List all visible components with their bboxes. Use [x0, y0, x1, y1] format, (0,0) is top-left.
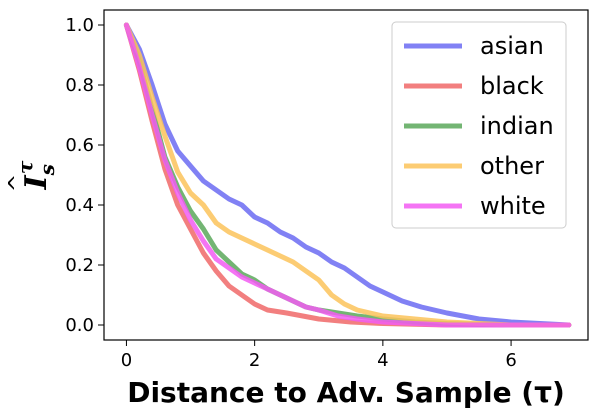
x-axis: 0 2 4 6 — [121, 340, 517, 371]
y-tick-label: 0.2 — [65, 255, 94, 276]
y-label-hat: ^ — [5, 174, 30, 192]
plot-frame — [103, 9, 589, 341]
y-tick-label: 0.6 — [65, 135, 94, 156]
y-tick-label: 0.0 — [65, 315, 94, 336]
series-line-white — [123, 22, 572, 328]
y-tick-label: 1.0 — [65, 15, 94, 36]
svg-text:Isτ: Isτ — [13, 160, 59, 190]
legend-label-other: other — [480, 152, 544, 180]
x-tick-label: 0 — [121, 350, 132, 371]
x-tick-label: 4 — [377, 350, 388, 371]
x-tick-label: 6 — [505, 350, 516, 371]
legend-label-black: black — [480, 72, 544, 100]
series-line-asian — [123, 22, 572, 328]
y-axis: 0.0 0.2 0.4 0.6 0.8 1.0 — [65, 15, 104, 336]
y-tick-label: 0.4 — [65, 195, 94, 216]
legend-box — [391, 21, 567, 229]
y-tick-label: 0.8 — [65, 75, 94, 96]
legend-label-white: white — [480, 192, 546, 220]
plot-lines — [123, 22, 572, 328]
legend-label-indian: indian — [480, 112, 554, 140]
x-axis-label: Distance to Adv. Sample (τ) — [127, 376, 565, 409]
y-axis-label: Isτ ^ — [5, 160, 59, 192]
series-line-other — [123, 22, 572, 328]
y-label-subscript: s — [35, 164, 59, 176]
legend: asian black indian other white — [391, 21, 567, 229]
x-tick-label: 2 — [249, 350, 260, 371]
y-label-superscript: τ — [13, 160, 37, 174]
y-label-base: I — [19, 174, 54, 190]
legend-label-asian: asian — [480, 32, 544, 60]
